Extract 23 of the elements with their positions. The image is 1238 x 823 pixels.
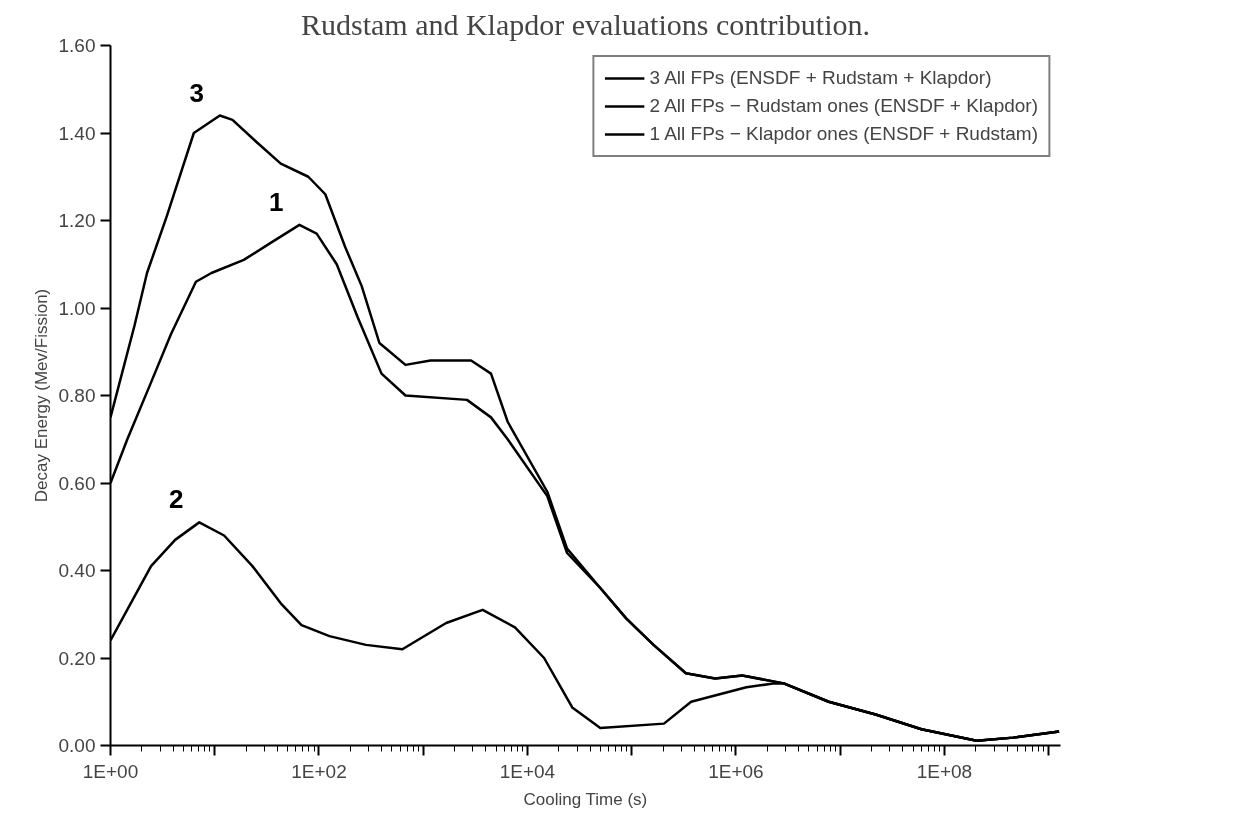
x-tick-label: 1E+04 xyxy=(499,760,556,782)
legend-label: 2 All FPs − Rudstam ones (ENSDF + Klapdor) xyxy=(649,95,1038,117)
y-tick-label: 0.80 xyxy=(58,385,96,406)
x-axis-title: Cooling Time (s) xyxy=(523,789,648,809)
annotation: 1 xyxy=(269,186,284,217)
y-tick-label: 0.60 xyxy=(58,472,96,494)
x-tick-label: 1E+06 xyxy=(708,760,764,782)
y-tick-label: 0.20 xyxy=(58,647,96,669)
y-tick-label: 1.00 xyxy=(58,297,96,319)
legend-label: 1 All FPs − Klapdor ones (ENSDF + Rudstam) xyxy=(649,123,1038,145)
chart-title: Rudstam and Klapdor evaluations contribution. xyxy=(300,7,871,41)
legend-label: 3 All FPs (ENSDF + Rudstam + Klapdor) xyxy=(649,67,992,89)
y-axis-title: Decay Energy (Mev/Fission) xyxy=(31,288,51,503)
annotation: 3 xyxy=(189,77,204,108)
y-tick-label: 0.40 xyxy=(58,560,96,581)
y-tick-label: 1.40 xyxy=(58,122,96,144)
y-tick-label: 0.00 xyxy=(58,735,96,756)
annotation: 2 xyxy=(168,484,184,515)
x-tick-label: 1E+08 xyxy=(916,760,973,782)
y-tick-label: 1.60 xyxy=(58,35,96,56)
x-tick-label: 1E+00 xyxy=(82,760,139,782)
y-tick-label: 1.20 xyxy=(58,210,96,231)
x-tick-label: 1E+02 xyxy=(291,760,347,782)
